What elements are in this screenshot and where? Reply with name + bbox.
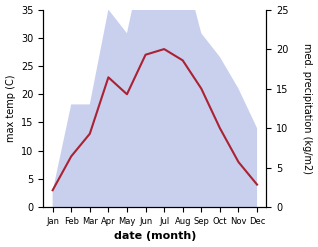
X-axis label: date (month): date (month) <box>114 231 196 242</box>
Y-axis label: max temp (C): max temp (C) <box>5 75 16 142</box>
Y-axis label: med. precipitation (kg/m2): med. precipitation (kg/m2) <box>302 43 313 174</box>
